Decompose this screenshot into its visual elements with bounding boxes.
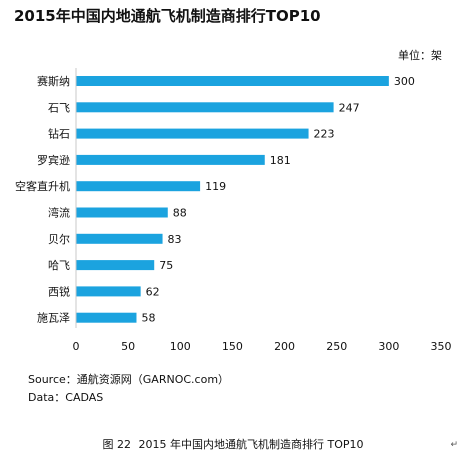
category-label: 贝尔 (48, 233, 70, 246)
x-tick-label: 250 (326, 340, 347, 353)
bar (76, 260, 155, 271)
bar-chart: 赛斯纳 300 石飞 247 钻石 223 罗宾逊 181 空客直升机 119 湾流 88 贝尔 83 哈飞… (15, 68, 452, 353)
category-label: 罗宾逊 (37, 153, 70, 167)
figure-caption-text: 2015 年中国内地通航飞机制造商排行 TOP10 (138, 438, 364, 451)
chart-footer: Source：通航资源网（GARNOC.com） Data：CADAS (28, 371, 229, 407)
x-tick-label: 300 (378, 340, 399, 353)
x-tick-label: 150 (222, 340, 243, 353)
bar (76, 207, 168, 218)
bar (76, 76, 389, 86)
data-label: 83 (168, 233, 182, 246)
category-label: 湾流 (48, 206, 70, 220)
x-tick-label: 350 (431, 340, 452, 353)
data-label: 75 (159, 259, 173, 272)
return-mark: ↵ (450, 440, 458, 450)
category-label: 钻石 (48, 127, 70, 141)
data-label: 119 (205, 180, 226, 193)
data-label: 300 (394, 75, 415, 88)
category-label: 哈飞 (48, 259, 70, 272)
data-label: 88 (173, 207, 187, 220)
figure-caption: 图 22 2015 年中国内地通航飞机制造商排行 TOP10 (0, 436, 466, 452)
bars-layer: 赛斯纳 300 石飞 247 钻石 223 罗宾逊 181 空客直升机 119 湾流 88 贝尔 83 哈飞… (15, 74, 415, 325)
bar (76, 233, 163, 244)
bar (76, 154, 265, 165)
data-label: 247 (339, 101, 360, 114)
bar (76, 181, 201, 192)
data-label: 181 (270, 154, 291, 167)
x-tick-label: 100 (170, 340, 191, 353)
bar (76, 102, 334, 113)
x-tick-label: 50 (121, 340, 135, 353)
category-label: 石飞 (48, 101, 70, 114)
unit-label: 单位：架 (398, 49, 442, 62)
x-tick-labels: 0 50 100 150 200 250 300 350 (73, 340, 452, 353)
category-label: 西锐 (48, 284, 70, 298)
figure-number: 图 22 (102, 438, 132, 451)
data-label: 58 (141, 312, 155, 325)
category-label: 施瓦泽 (37, 312, 70, 325)
x-tick-label: 0 (73, 340, 80, 353)
category-label: 赛斯纳 (37, 74, 70, 88)
source-note: Source：通航资源网（GARNOC.com） (28, 373, 230, 386)
data-label: 62 (146, 285, 160, 298)
chart-title: 2015年中国内地通航飞机制造商排行TOP10 (14, 7, 321, 25)
bar (76, 128, 309, 139)
data-label: 223 (314, 128, 335, 141)
data-note: Data：CADAS (28, 391, 104, 404)
x-tick-label: 200 (274, 340, 295, 353)
bar (76, 312, 137, 323)
bar (76, 286, 141, 297)
category-label: 空客直升机 (15, 179, 70, 193)
